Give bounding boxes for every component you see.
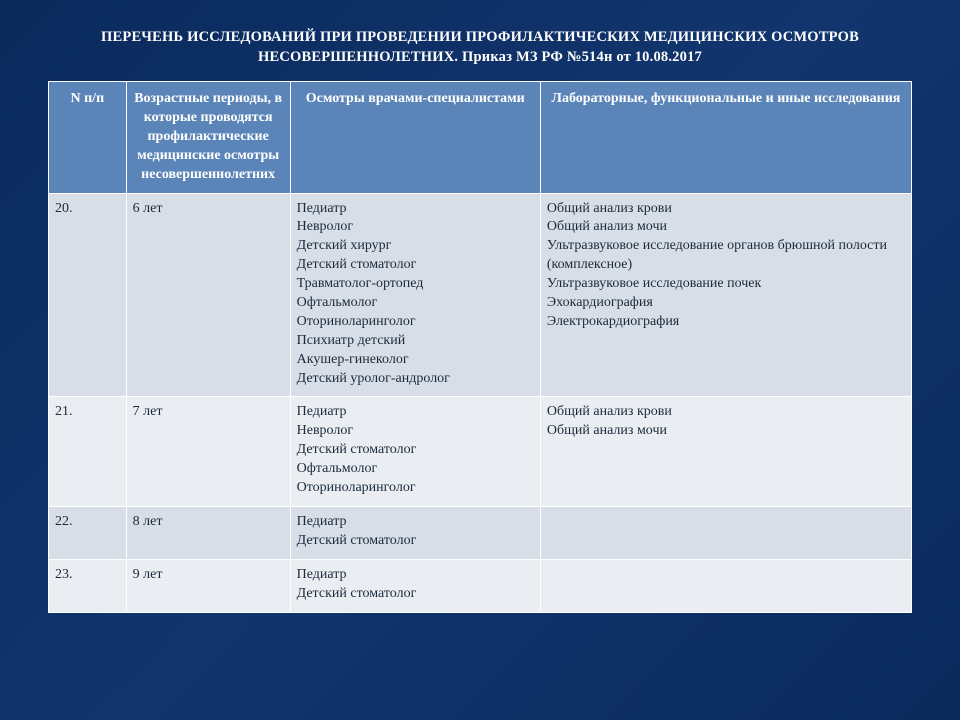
table-row: 21.7 летПедиатрНеврологДетский стоматоло… [49,397,912,506]
cell-doctors: ПедиатрДетский стоматолог [290,559,540,612]
lab-item: Общий анализ крови [547,200,905,219]
doctor-item: Оториноларинголог [297,479,534,498]
cell-labs: Общий анализ кровиОбщий анализ мочиУльтр… [540,193,911,397]
cell-labs [540,559,911,612]
doctor-item: Травматолог-ортопед [297,275,534,294]
doctor-item: Педиатр [297,513,534,532]
lab-item: Ультразвуковое исследование почек [547,275,905,294]
table-header-row: N п/п Возрастные периоды, в которые пров… [49,82,912,193]
table-row: 20.6 летПедиатрНеврологДетский хирургДет… [49,193,912,397]
lab-item: Общий анализ крови [547,403,905,422]
lab-item: Общий анализ мочи [547,218,905,237]
doctor-item: Детский уролог-андролог [297,370,534,389]
exams-table: N п/п Возрастные периоды, в которые пров… [48,81,912,612]
col-header-age: Возрастные периоды, в которые проводятся… [126,82,290,193]
cell-doctors: ПедиатрНеврологДетский стоматологОфтальм… [290,397,540,506]
lab-item: Общий анализ мочи [547,422,905,441]
doctor-item: Детский стоматолог [297,256,534,275]
doctor-item: Акушер-гинеколог [297,351,534,370]
table-row: 23.9 летПедиатрДетский стоматолог [49,559,912,612]
slide: ПЕРЕЧЕНЬ ИССЛЕДОВАНИЙ ПРИ ПРОВЕДЕНИИ ПРО… [0,0,960,633]
col-header-doc: Осмотры врачами-специалистами [290,82,540,193]
lab-item: Ультразвуковое исследование органов брюш… [547,237,905,275]
table-row: 22.8 летПедиатрДетский стоматолог [49,506,912,559]
cell-age: 6 лет [126,193,290,397]
title-line-2: НЕСОВЕРШЕННОЛЕТНИХ. Приказ МЗ РФ №514н о… [258,49,702,65]
doctor-item: Педиатр [297,566,534,585]
cell-age: 7 лет [126,397,290,506]
cell-age: 8 лет [126,506,290,559]
col-header-lab: Лабораторные, функциональные и иные иссл… [540,82,911,193]
doctor-item: Офтальмолог [297,460,534,479]
cell-num: 20. [49,193,127,397]
doctor-item: Невролог [297,422,534,441]
cell-labs: Общий анализ кровиОбщий анализ мочи [540,397,911,506]
cell-age: 9 лет [126,559,290,612]
lab-item: Эхокардиография [547,294,905,313]
doctor-item: Педиатр [297,200,534,219]
cell-labs [540,506,911,559]
doctor-item: Детский стоматолог [297,441,534,460]
lab-item: Электрокардиография [547,313,905,332]
cell-doctors: ПедиатрНеврологДетский хирургДетский сто… [290,193,540,397]
table-body: 20.6 летПедиатрНеврологДетский хирургДет… [49,193,912,612]
doctor-item: Детский стоматолог [297,585,534,604]
cell-num: 21. [49,397,127,506]
doctor-item: Педиатр [297,403,534,422]
doctor-item: Психиатр детский [297,332,534,351]
page-title: ПЕРЕЧЕНЬ ИССЛЕДОВАНИЙ ПРИ ПРОВЕДЕНИИ ПРО… [48,28,912,67]
cell-doctors: ПедиатрДетский стоматолог [290,506,540,559]
cell-num: 23. [49,559,127,612]
doctor-item: Детский хирург [297,237,534,256]
col-header-num: N п/п [49,82,127,193]
doctor-item: Оториноларинголог [297,313,534,332]
doctor-item: Офтальмолог [297,294,534,313]
cell-num: 22. [49,506,127,559]
doctor-item: Невролог [297,218,534,237]
title-line-1: ПЕРЕЧЕНЬ ИССЛЕДОВАНИЙ ПРИ ПРОВЕДЕНИИ ПРО… [101,29,859,45]
doctor-item: Детский стоматолог [297,532,534,551]
